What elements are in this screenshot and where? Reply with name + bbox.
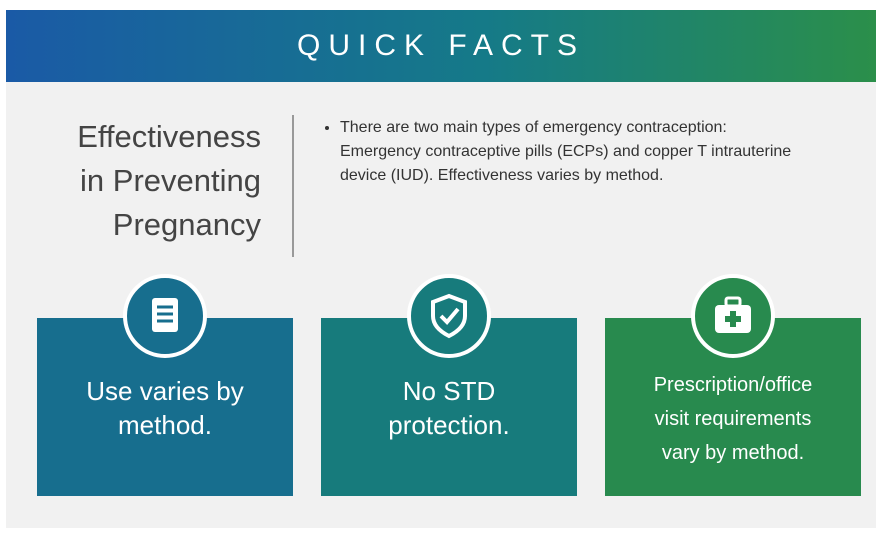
title-line: Pregnancy [112,207,261,242]
icon [407,274,491,358]
card-line: method. [118,410,212,440]
card-line: Use varies by [86,376,244,406]
card-text: Prescription/office visit requirements v… [605,368,861,470]
card: Prescription/office visit requirements v… [605,274,861,496]
section-title: Effectiveness in Preventing Pregnancy [26,115,261,247]
bullet-list: There are two main types of emergency co… [314,116,810,188]
title-line: in Preventing [80,163,261,198]
bullet: There are two main types of emergency co… [340,116,810,188]
infographic: QUICK FACTS Effectiveness in Preventing … [6,10,876,528]
header-title: QUICK FACTS [6,10,876,82]
card-text: Use varies by method. [37,374,293,442]
card: Use varies by method. [37,274,293,496]
icon [123,274,207,358]
card-line: Prescription/office [653,374,813,396]
icon [691,274,775,358]
card-text: No STD protection. [321,374,577,442]
title-line: Effectiveness [77,119,261,154]
card-line: No STD [402,376,496,406]
card: No STD protection. [321,274,577,496]
divider [292,115,294,257]
card-line: visit requirements [654,408,812,430]
card-line: protection. [388,410,510,440]
card-line: vary by method. [661,442,805,464]
